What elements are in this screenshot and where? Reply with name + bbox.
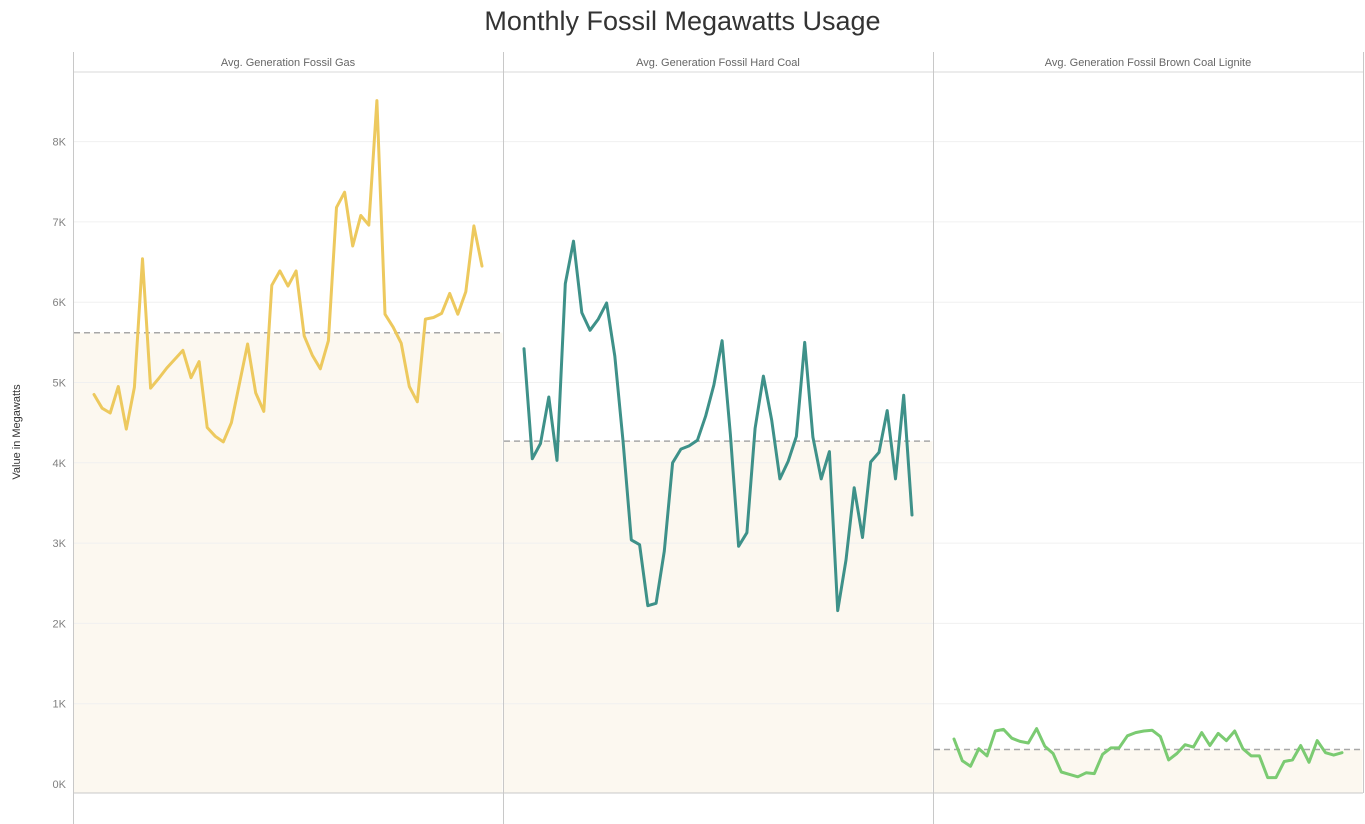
y-tick-label: 4K [53, 458, 67, 470]
y-tick-label: 0K [53, 779, 67, 791]
y-tick-label: 7K [53, 217, 67, 229]
y-tick-label: 5K [53, 378, 67, 390]
average-band-2 [933, 749, 1363, 793]
y-axis: 0K 1K 2K 3K 4K 5K 6K 7K 8K [53, 137, 67, 791]
gridlines [73, 141, 1363, 705]
y-tick-label: 8K [53, 137, 67, 149]
panel-frames [73, 52, 1364, 824]
series-line-1 [522, 239, 914, 613]
series-lines [92, 99, 1344, 780]
average-bands [73, 332, 1363, 793]
panel-title-1: Avg. Generation Fossil Hard Coal [636, 57, 800, 69]
series-line-0 [92, 99, 484, 444]
chart-title: Monthly Fossil Megawatts Usage [484, 6, 881, 36]
y-axis-label: Value in Megawatts [11, 384, 23, 480]
series-line-2 [952, 727, 1344, 780]
average-band-1 [503, 441, 933, 793]
average-band-0 [73, 332, 503, 793]
y-tick-label: 3K [53, 538, 67, 550]
panel-title-0: Avg. Generation Fossil Gas [221, 57, 356, 69]
y-tick-label: 2K [53, 618, 67, 630]
y-tick-label: 1K [53, 699, 67, 711]
panel-title-2: Avg. Generation Fossil Brown Coal Lignit… [1045, 57, 1251, 69]
panel-titles: Avg. Generation Fossil Gas Avg. Generatio… [221, 57, 1251, 69]
average-lines [74, 331, 1362, 751]
y-tick-label: 6K [53, 297, 67, 309]
